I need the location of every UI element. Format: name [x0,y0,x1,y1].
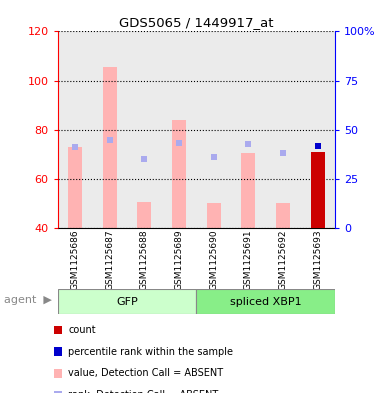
Text: value, Detection Call = ABSENT: value, Detection Call = ABSENT [68,368,223,378]
Bar [276,204,290,228]
Text: count: count [68,325,96,335]
Bar [58,289,196,314]
Bar [103,67,117,228]
Text: agent  ▶: agent ▶ [4,295,52,305]
Text: percentile rank within the sample: percentile rank within the sample [68,347,233,357]
Bar [207,204,221,228]
Bar [266,31,300,228]
Bar [196,289,335,314]
Text: rank, Detection Call = ABSENT: rank, Detection Call = ABSENT [68,390,218,393]
Bar [162,31,196,228]
Bar [92,31,127,228]
Bar [58,31,92,228]
Bar [127,31,162,228]
Bar [196,31,231,228]
Title: GDS5065 / 1449917_at: GDS5065 / 1449917_at [119,16,274,29]
Bar [311,152,325,228]
Text: spliced XBP1: spliced XBP1 [230,297,301,307]
Bar [172,120,186,228]
Text: GFP: GFP [116,297,138,307]
Bar [300,31,335,228]
Bar [137,202,151,228]
Bar [231,31,266,228]
Bar [68,147,82,228]
Bar [241,153,255,228]
